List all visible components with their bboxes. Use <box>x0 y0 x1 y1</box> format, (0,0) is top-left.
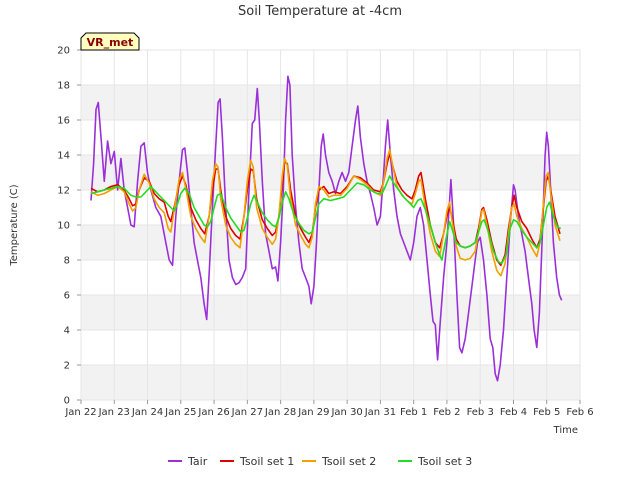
x-tick-label: Feb 6 <box>566 407 593 418</box>
legend-label-tair: Tair <box>187 455 208 468</box>
x-axis-ticks: Jan 22 Jan 23 Jan 24 Jan 25 Jan 26 Jan 27 Jan … <box>64 400 594 418</box>
x-tick-label: Jan 24 <box>131 407 163 418</box>
series-lines <box>90 75 563 382</box>
plot-band <box>81 330 580 365</box>
legend-label-tsoil-set-3: Tsoil set 3 <box>417 455 472 468</box>
plot-area <box>80 49 581 401</box>
chart-title: Soil Temperature at -4cm <box>238 4 402 19</box>
plot-band <box>81 85 580 120</box>
plot-band <box>81 120 580 155</box>
x-tick-label: Jan 31 <box>364 407 396 418</box>
y-axis-ticks: 0 2 4 6 8 10 12 14 16 18 20 <box>57 46 81 407</box>
site-badge: VR_met <box>80 32 140 51</box>
plot-band <box>81 260 580 295</box>
legend-label-tsoil-set-1: Tsoil set 1 <box>239 455 294 468</box>
site-badge-label: VR_met <box>87 36 134 49</box>
x-tick-label: Jan 28 <box>264 407 296 418</box>
series-line-tsoil-set-3 <box>90 175 562 265</box>
y-tick-label: 2 <box>64 361 70 372</box>
x-tick-label: Jan 26 <box>197 407 229 418</box>
y-tick-label: 8 <box>64 256 70 267</box>
y-tick-label: 4 <box>64 326 70 337</box>
x-tick-label: Feb 1 <box>400 407 427 418</box>
plot-band <box>81 365 580 400</box>
x-axis-title: Time <box>553 425 578 436</box>
legend-label-tsoil-set-2: Tsoil set 2 <box>321 455 376 468</box>
x-tick-label: Jan 25 <box>164 407 196 418</box>
series-line-tsoil-set-1 <box>90 152 561 267</box>
x-tick-label: Jan 29 <box>297 407 329 418</box>
x-tick-label: Feb 4 <box>500 407 527 418</box>
x-tick-label: Feb 5 <box>533 407 560 418</box>
y-tick-label: 0 <box>64 396 70 407</box>
legend: Tair Tsoil set 1 Tsoil set 2 Tsoil set 3 <box>168 455 472 468</box>
grid-lines <box>80 49 581 401</box>
plot-band <box>81 155 580 190</box>
plot-band <box>81 295 580 330</box>
series-line-tair <box>90 75 563 382</box>
x-tick-label: Jan 22 <box>64 407 96 418</box>
plot-band <box>81 50 580 85</box>
y-tick-label: 6 <box>64 291 70 302</box>
x-tick-label: Feb 2 <box>433 407 460 418</box>
y-tick-label: 18 <box>57 81 70 92</box>
y-tick-label: 14 <box>57 151 70 162</box>
y-axis-title: Temperature (C) <box>9 184 20 266</box>
x-tick-label: Jan 27 <box>231 407 263 418</box>
x-tick-label: Feb 3 <box>467 407 494 418</box>
y-tick-label: 16 <box>57 116 70 127</box>
y-tick-label: 12 <box>57 186 70 197</box>
y-tick-label: 10 <box>57 221 70 232</box>
y-tick-label: 20 <box>57 46 70 57</box>
x-tick-label: Jan 30 <box>330 407 362 418</box>
x-tick-label: Jan 23 <box>98 407 130 418</box>
site-badge-box <box>80 32 140 51</box>
